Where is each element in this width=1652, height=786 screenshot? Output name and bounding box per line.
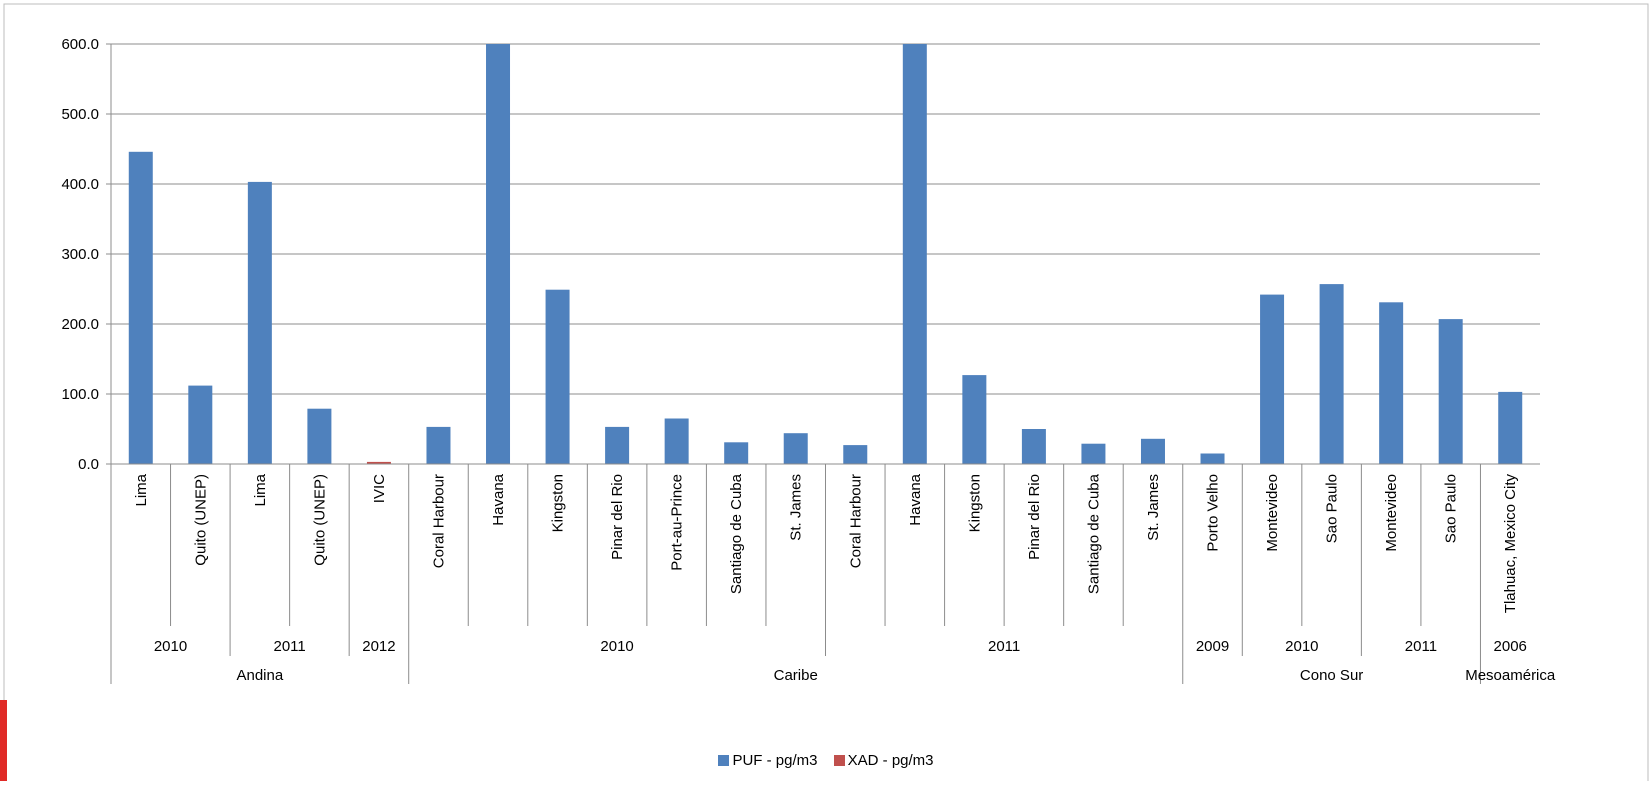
x-category-label: IVIC (371, 474, 388, 503)
x-category-label: Kingston (966, 474, 983, 532)
year-group-label: 2009 (1196, 638, 1229, 655)
bar-puf (1081, 443, 1106, 464)
x-category-label: Lima (252, 473, 269, 506)
bar-puf (724, 442, 749, 464)
bar-puf (843, 445, 868, 464)
bar-puf (486, 44, 511, 464)
legend-label-puf: PUF - pg/m3 (732, 752, 818, 769)
bar-puf (1021, 429, 1046, 464)
x-category-label: Montevideo (1264, 474, 1281, 552)
x-category-label: Sao Paulo (1324, 474, 1341, 543)
bar-puf (1140, 438, 1165, 464)
x-category-label: Havana (907, 473, 924, 525)
x-category-label: Pinar del Rio (609, 474, 626, 560)
y-tick-label: 300.0 (61, 246, 99, 263)
bar-puf (307, 408, 332, 464)
bar-puf (902, 44, 927, 464)
y-tick-label: 500.0 (61, 106, 99, 123)
bar-puf (1319, 284, 1344, 464)
y-tick-label: 600.0 (61, 36, 99, 53)
legend: PUF - pg/m3 XAD - pg/m3 (0, 752, 1652, 770)
bar-puf (1200, 453, 1225, 464)
chart-border (3, 3, 1649, 786)
year-group-label: 2010 (154, 638, 187, 655)
region-group-label: Cono Sur (1300, 667, 1363, 684)
region-group-label: Andina (236, 667, 283, 684)
x-category-label: Sao Paulo (1443, 474, 1460, 543)
region-group-label: Caribe (774, 667, 818, 684)
year-group-label: 2011 (273, 638, 305, 655)
legend-label-xad: XAD - pg/m3 (847, 752, 934, 769)
x-category-label: Coral Harbour (847, 474, 864, 568)
bar-puf (1260, 294, 1285, 464)
x-category-label: Coral Harbour (430, 474, 447, 568)
legend-item-xad: XAD - pg/m3 (833, 752, 934, 769)
bar-puf (664, 418, 689, 464)
x-category-label: Tlahuac, Mexico City (1502, 474, 1519, 614)
bar-puf (426, 426, 451, 464)
bar-xad (366, 461, 391, 464)
x-category-label: Kingston (550, 474, 567, 532)
bar-puf (605, 426, 630, 464)
year-group-label: 2010 (600, 638, 633, 655)
x-category-label: Havana (490, 473, 507, 525)
legend-item-puf: PUF - pg/m3 (718, 752, 817, 769)
decorative-strip (0, 700, 7, 781)
year-group-label: 2011 (988, 638, 1020, 655)
bar-puf (247, 181, 272, 464)
x-category-label: Pinar del Rio (1026, 474, 1043, 560)
bar-puf (188, 385, 213, 464)
year-group-label: 2010 (1285, 638, 1318, 655)
y-tick-label: 200.0 (61, 316, 99, 333)
region-group-label: Mesoamérica (1465, 667, 1556, 684)
bar-puf (1438, 319, 1463, 464)
bar-puf (1498, 391, 1523, 464)
x-category-label: St. James (788, 474, 805, 541)
bar-puf (545, 289, 570, 464)
y-tick-label: 400.0 (61, 176, 99, 193)
x-category-label: Santiago de Cuba (1085, 473, 1102, 594)
x-category-label: Montevideo (1383, 474, 1400, 552)
y-tick-label: 0.0 (78, 456, 99, 473)
x-category-label: Lima (133, 473, 150, 506)
x-category-label: Porto Velho (1205, 474, 1222, 552)
bar-puf (962, 375, 987, 464)
bars (128, 44, 1523, 465)
year-group-label: 2006 (1494, 638, 1527, 655)
x-category-label: Santiago de Cuba (728, 473, 745, 594)
x-axis: Lima Quito (UNEP) Lima Quito (UNEP) IVIC Cora… (110, 44, 1556, 684)
x-category-label: Quito (UNEP) (192, 474, 209, 566)
year-group-label: 2012 (362, 638, 395, 655)
bar-puf (128, 151, 153, 465)
legend-swatch-xad (833, 755, 845, 766)
x-category-label: Quito (UNEP) (311, 474, 328, 566)
year-group-label: 2011 (1405, 638, 1437, 655)
x-category-label: St. James (1145, 474, 1162, 541)
x-category-label: Port-au-Prince (669, 474, 686, 571)
bar-puf (783, 433, 808, 464)
y-tick-label: 100.0 (61, 386, 99, 403)
y-axis-ticks: 0.0 100.0 200.0 300.0 400.0 500.0 600.0 (61, 36, 111, 473)
legend-swatch-puf (718, 755, 730, 766)
bar-puf (1379, 302, 1404, 464)
